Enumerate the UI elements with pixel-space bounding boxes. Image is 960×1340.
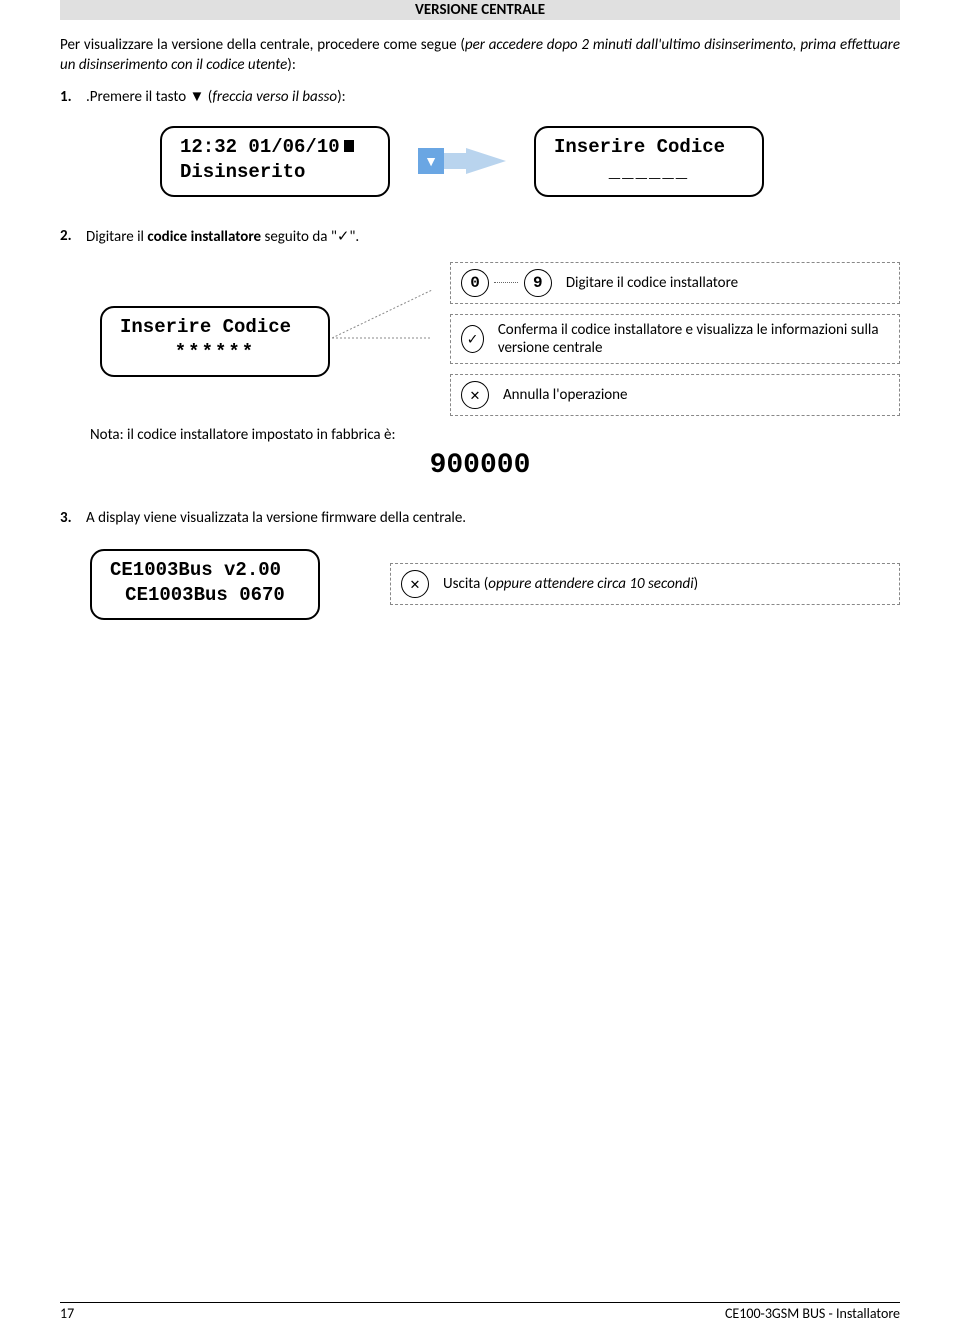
step2-d: ". [349, 228, 359, 246]
hint-digits: 0 9 Digitare il codice installatore [450, 262, 900, 304]
step1-displays: 12:32 01/06/10 Disinserito ▼ Inserire Co… [160, 126, 900, 197]
intro-text-c: ): [287, 56, 296, 74]
lcd4-line2: CE1003Bus 0670 [110, 583, 300, 609]
step-3: 3. A display viene visualizzata la versi… [60, 509, 900, 620]
dots-icon [494, 282, 518, 283]
step1-text: .Premere il tasto ▼ (freccia verso il ba… [86, 88, 346, 106]
hint4-c: ) [694, 575, 699, 593]
step-1: 1. .Premere il tasto ▼ (freccia verso il… [60, 88, 900, 197]
hint2-text: Conferma il codice installatore e visual… [498, 321, 889, 357]
hint1-text: Digitare il codice installatore [566, 274, 738, 292]
step3-num: 3. [60, 509, 80, 527]
note-text: Nota: il codice installatore impostato i… [90, 426, 900, 444]
step2-b: codice installatore [147, 228, 261, 246]
key-cancel2-icon: ✕ [401, 570, 429, 598]
lcd-2: Inserire Codice ______ [534, 126, 764, 197]
lcd1-line1: 12:32 01/06/10 [180, 135, 370, 161]
intro-text-a: Per visualizzare la versione della centr… [60, 36, 465, 54]
hint4-text: Uscita (oppure attendere circa 10 second… [443, 575, 698, 593]
hint4-a: Uscita ( [443, 575, 488, 593]
section-title: VERSIONE CENTRALE [60, 0, 900, 20]
step2-c: seguito da " [261, 228, 337, 246]
arrow-shaft [444, 153, 466, 169]
hint4-b: oppure attendere circa 10 secondi [488, 575, 693, 593]
cursor-icon [344, 140, 354, 152]
lcd3-line2: ****** [120, 340, 310, 366]
step1-c: ): [337, 88, 346, 106]
hint-exit: ✕ Uscita (oppure attendere circa 10 seco… [390, 563, 900, 605]
down-button-icon: ▼ [418, 148, 444, 174]
lcd-4: CE1003Bus v2.00 CE1003Bus 0670 [90, 549, 320, 620]
step3-layout: CE1003Bus v2.00 CE1003Bus 0670 ✕ Uscita … [90, 549, 900, 620]
intro-paragraph: Per visualizzare la versione della centr… [60, 35, 900, 76]
hint-cancel: ✕ Annulla l'operazione [450, 374, 900, 416]
lcd3-line1: Inserire Codice [120, 315, 310, 341]
key-0-icon: 0 [461, 269, 489, 297]
lcd4-line1: CE1003Bus v2.00 [110, 558, 300, 584]
step1-a: .Premere il tasto ▼ ( [86, 88, 212, 106]
hint3-text: Annulla l'operazione [503, 386, 628, 404]
hint-confirm: ✓ Conferma il codice installatore e visu… [450, 314, 900, 364]
lcd1-line2: Disinserito [180, 160, 370, 186]
default-code: 900000 [60, 450, 900, 481]
step2-a: Digitare il [86, 228, 147, 246]
step2-num: 2. [60, 227, 80, 245]
step2-layout: Inserire Codice ****** 0 9 Digitar [60, 262, 900, 416]
step1-num: 1. [60, 88, 80, 106]
key-9-icon: 9 [524, 269, 552, 297]
arrow-transition: ▼ [418, 148, 506, 174]
page-number: 17 [60, 1305, 74, 1322]
page-footer: 17 CE100-3GSM BUS - Installatore [60, 1302, 900, 1322]
arrow-head-icon [466, 148, 506, 174]
lcd-3: Inserire Codice ****** [100, 306, 330, 377]
key-cancel-icon: ✕ [461, 381, 489, 409]
step-2: 2. Digitare il codice installatore segui… [60, 227, 900, 481]
step1-b: freccia verso il basso [212, 88, 337, 106]
key-ok-icon: ✓ [461, 325, 484, 353]
connector-lines [332, 278, 442, 358]
lcd2-line1: Inserire Codice [554, 135, 744, 161]
doc-title: CE100-3GSM BUS - Installatore [725, 1305, 900, 1322]
step3-text: A display viene visualizzata la versione… [86, 509, 466, 527]
step2-text: Digitare il codice installatore seguito … [86, 227, 359, 246]
lcd-1: 12:32 01/06/10 Disinserito [160, 126, 390, 197]
lcd2-line2: ______ [554, 160, 744, 186]
